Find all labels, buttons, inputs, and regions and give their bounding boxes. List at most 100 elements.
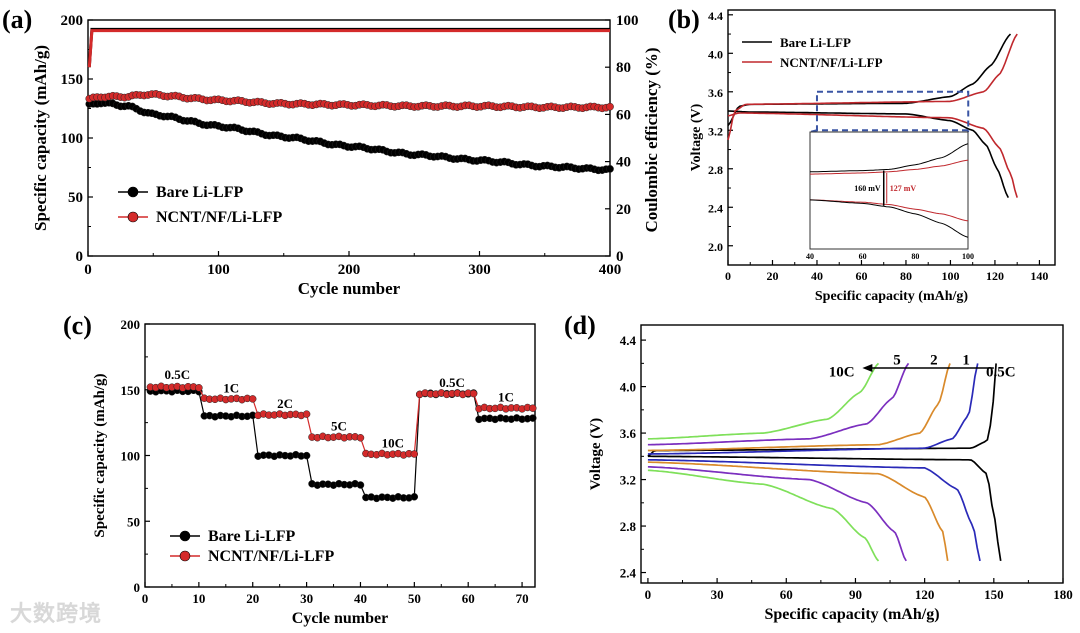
inset: 40 60 80 100 160 mV 127 mV bbox=[806, 131, 974, 261]
data-point bbox=[469, 389, 478, 398]
x-tick-label: 120 bbox=[986, 269, 1004, 283]
legend-bare-label: Bare Li-LFP bbox=[780, 35, 851, 50]
data-point bbox=[410, 493, 419, 501]
y-tick-label: 2.0 bbox=[708, 240, 723, 254]
y-tick-label: 50 bbox=[68, 190, 83, 206]
legend-bare-marker bbox=[179, 530, 191, 542]
ce-line-2 bbox=[87, 27, 610, 68]
rate-label: 1C bbox=[498, 390, 514, 405]
y-tick-label: 3.6 bbox=[620, 426, 637, 441]
inset-curve-0 bbox=[809, 143, 969, 173]
y2-tick-label: 40 bbox=[616, 155, 631, 171]
legend-bare-marker bbox=[127, 186, 139, 198]
series-1 bbox=[146, 382, 537, 459]
rate-label: 10C bbox=[829, 364, 855, 380]
data-point bbox=[606, 165, 614, 173]
y-tick-label: 4.4 bbox=[708, 9, 723, 23]
curve-1 bbox=[727, 110, 1010, 198]
rate-label: 2C bbox=[277, 396, 293, 411]
y2-tick-label: 80 bbox=[616, 60, 631, 76]
charge-curve-0.5C bbox=[647, 363, 997, 457]
rate-label: 0.5C bbox=[986, 364, 1016, 380]
y-tick-label: 4.0 bbox=[708, 47, 723, 61]
x-axis-title: Cycle number bbox=[298, 279, 401, 298]
y-tick-label: 100 bbox=[61, 131, 84, 147]
panel-label: (d) bbox=[564, 311, 596, 340]
ce-line-3 bbox=[87, 29, 610, 68]
x-tick-label: 120 bbox=[915, 587, 935, 602]
charge-curve-10C bbox=[647, 362, 880, 440]
series-1 bbox=[85, 90, 614, 113]
y-tick-label: 50 bbox=[127, 514, 140, 529]
data-point bbox=[302, 451, 311, 460]
inset-curve-2 bbox=[810, 199, 969, 222]
series-0 bbox=[85, 98, 614, 175]
discharge-curve-5 bbox=[647, 465, 907, 562]
panel-d: 0 30 60 90 120 150 180 2.4 2.8 3.2 3.6 4.0 4.4 Specif… bbox=[564, 311, 1073, 623]
y-tick-label: 4.4 bbox=[620, 333, 637, 348]
data-point bbox=[302, 410, 311, 418]
rate-label: 5C bbox=[331, 419, 347, 434]
data-point bbox=[195, 384, 203, 392]
y2-tick-label: 100 bbox=[616, 13, 639, 29]
plot-frame bbox=[144, 323, 536, 588]
y-tick-label: 150 bbox=[121, 383, 141, 398]
legend-ncnt-label: NCNT/NF/Li-LFP bbox=[156, 209, 282, 226]
x-tick-label: 140 bbox=[1030, 269, 1048, 283]
panel-b: 0 20 40 60 80 100 120 140 2.0 2.4 2.8 3.2 3.6 4.0 4.4 S… bbox=[668, 5, 1056, 304]
plot-frame bbox=[640, 324, 1064, 584]
inset-x-tick-label: 80 bbox=[911, 252, 919, 261]
x-tick-label: 20 bbox=[246, 591, 259, 606]
x-tick-label: 10 bbox=[192, 591, 205, 606]
x-tick-label: 0 bbox=[142, 591, 149, 606]
data-point bbox=[356, 434, 365, 442]
x-tick-label: 200 bbox=[338, 262, 361, 278]
y-tick-label: 0 bbox=[134, 580, 141, 595]
data-point bbox=[248, 395, 257, 403]
rate-label: 5 bbox=[893, 353, 901, 369]
legend-ncnt-marker bbox=[127, 211, 139, 223]
x-tick-label: 100 bbox=[941, 269, 959, 283]
x-tick-label: 60 bbox=[855, 269, 867, 283]
legend-ncnt-label: NCNT/NF/Li-LFP bbox=[780, 55, 883, 70]
discharge-curve-10C bbox=[647, 469, 880, 562]
x-tick-label: 0 bbox=[84, 262, 92, 278]
x-tick-label: 30 bbox=[711, 587, 724, 602]
y-axis-title: Specific capacity (mAh/g) bbox=[31, 45, 50, 231]
inset-curve-1 bbox=[810, 159, 969, 175]
discharge-curve-2 bbox=[647, 461, 949, 562]
discharge-curve-0.5C bbox=[647, 455, 1002, 562]
legend-bare-label: Bare Li-LFP bbox=[208, 528, 295, 545]
x-tick-label: 0 bbox=[645, 587, 652, 602]
x-axis-title: Cycle number bbox=[292, 610, 388, 627]
annotation-127mv: 127 mV bbox=[890, 184, 917, 193]
x-tick-label: 400 bbox=[599, 262, 622, 278]
panel-label: (a) bbox=[2, 5, 32, 34]
inset-curve-3 bbox=[809, 199, 969, 238]
inset-frame bbox=[809, 131, 969, 250]
panel-label: (c) bbox=[63, 311, 92, 340]
discharge-curve-1 bbox=[647, 458, 981, 562]
x-tick-label: 70 bbox=[516, 591, 529, 606]
y-tick-label: 2.4 bbox=[708, 201, 723, 215]
legend-bare-label: Bare Li-LFP bbox=[156, 184, 243, 201]
data-point bbox=[410, 450, 419, 458]
zoom-box bbox=[815, 90, 970, 132]
x-tick-label: 60 bbox=[462, 591, 475, 606]
charge-curve-1 bbox=[647, 363, 979, 455]
inset-x-tick-label: 40 bbox=[806, 252, 814, 261]
x-tick-label: 100 bbox=[207, 262, 230, 278]
y-tick-label: 200 bbox=[61, 13, 84, 29]
y-axis-title: Specific capacity (mAh/g) bbox=[92, 373, 108, 537]
x-tick-label: 0 bbox=[725, 269, 731, 283]
annotation-160mv: 160 mV bbox=[854, 184, 881, 193]
y-tick-label: 2.8 bbox=[620, 519, 637, 534]
y2-tick-label: 20 bbox=[616, 202, 631, 218]
x-tick-label: 180 bbox=[1053, 587, 1073, 602]
rate-label: 1 bbox=[962, 353, 970, 369]
y-axis-title: Voltage (V) bbox=[588, 418, 604, 490]
y2-tick-label: 0 bbox=[616, 249, 624, 265]
y-tick-label: 100 bbox=[121, 449, 141, 464]
